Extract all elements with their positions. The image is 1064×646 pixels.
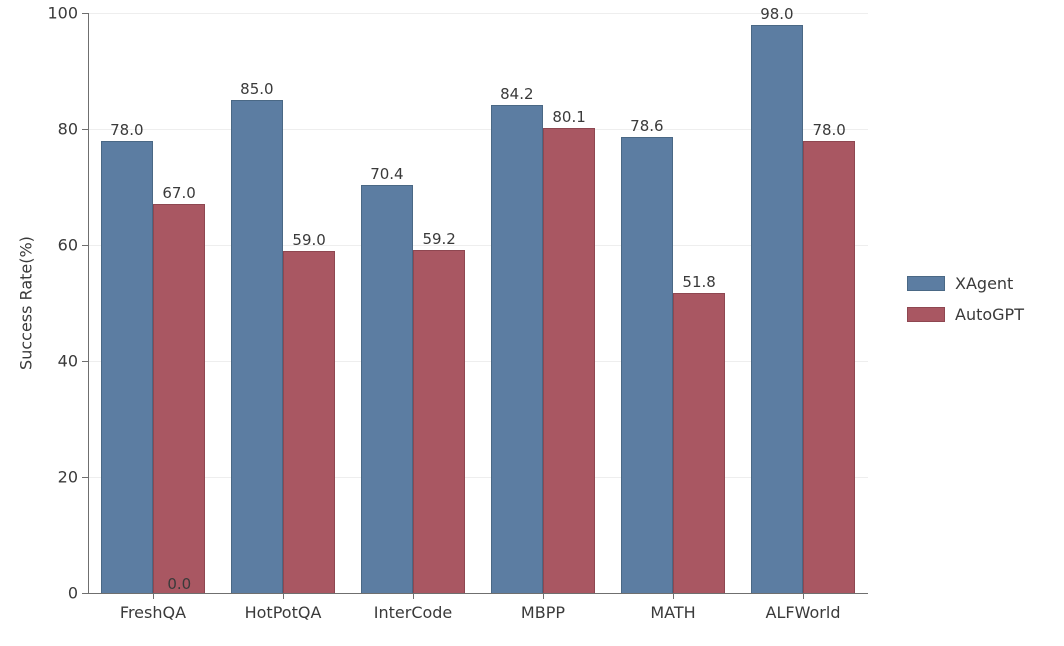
bar-value-label: 78.6 [630,117,663,135]
x-tick-mark [153,593,154,599]
x-tick-mark [803,593,804,599]
x-tick-label: InterCode [374,603,453,622]
x-tick-label: MATH [650,603,695,622]
bar-value-label: 84.2 [500,85,533,103]
bar [413,250,464,593]
bar [751,25,802,593]
bar [803,141,854,593]
bar [231,100,282,593]
x-tick-label: FreshQA [120,603,186,622]
y-axis-title: Success Rate(%) [17,236,36,370]
extra-label: 0.0 [167,575,191,593]
y-tick-label: 20 [58,468,78,487]
bar [491,105,542,593]
bar [101,141,152,593]
bar [153,204,204,593]
bar [283,251,334,593]
bar [673,293,724,593]
y-tick-label: 80 [58,120,78,139]
legend-item: AutoGPT [907,305,1024,324]
bar [543,128,594,593]
bar [621,137,672,593]
legend-label: XAgent [955,274,1013,293]
bar-value-label: 78.0 [110,121,143,139]
chart-container: Success Rate(%) 0 20 40 60 80 100 78.0 67.0 Fres… [0,0,1064,646]
bar-value-label: 59.2 [422,230,455,248]
y-tick-label: 40 [58,352,78,371]
y-tick-label: 0 [68,584,78,603]
y-axis-line [88,13,89,593]
y-tick-label: 60 [58,236,78,255]
bar-value-label: 85.0 [240,80,273,98]
legend-item: XAgent [907,274,1024,293]
bar-value-label: 67.0 [162,184,195,202]
x-axis-line [88,593,868,594]
bar-value-label: 59.0 [292,231,325,249]
x-tick-mark [543,593,544,599]
grid-line [88,13,868,14]
x-tick-mark [673,593,674,599]
y-tick-label: 100 [47,4,78,23]
bar-value-label: 78.0 [812,121,845,139]
legend-label: AutoGPT [955,305,1024,324]
plot-area [88,13,868,593]
x-tick-label: ALFWorld [766,603,841,622]
bar [361,185,412,593]
legend-swatch [907,276,945,291]
bar-value-label: 51.8 [682,273,715,291]
legend: XAgent AutoGPT [907,274,1024,336]
x-tick-label: MBPP [521,603,565,622]
x-tick-mark [413,593,414,599]
x-tick-label: HotPotQA [245,603,322,622]
bar-value-label: 70.4 [370,165,403,183]
bar-value-label: 80.1 [552,108,585,126]
x-tick-mark [283,593,284,599]
legend-swatch [907,307,945,322]
bar-value-label: 98.0 [760,5,793,23]
